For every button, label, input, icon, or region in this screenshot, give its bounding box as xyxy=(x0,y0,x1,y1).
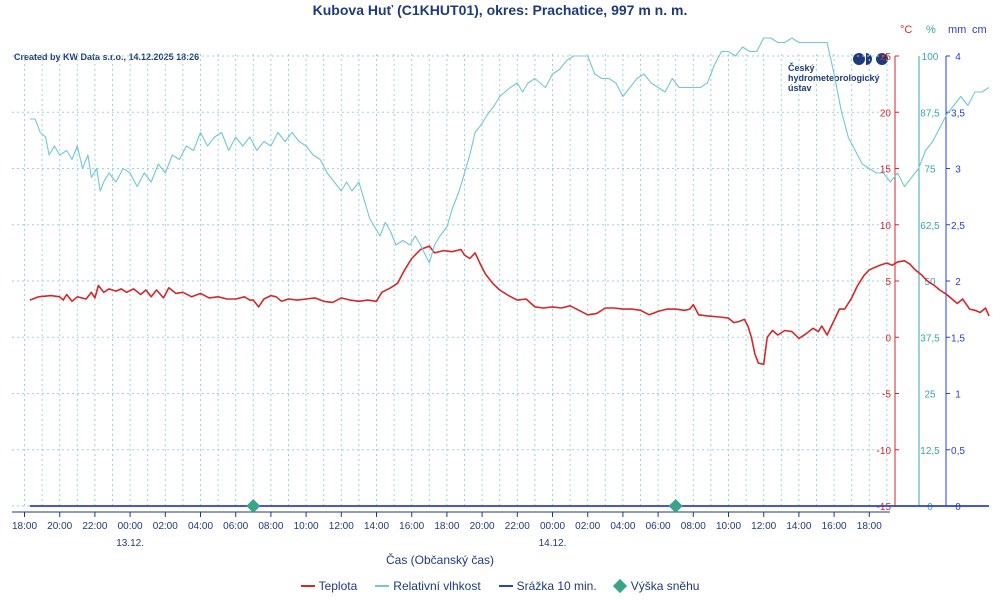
temp-tick-label: 15 xyxy=(880,165,892,176)
logo-line-3: ústav xyxy=(788,83,812,93)
legend-label: Relativní vlhkost xyxy=(393,579,481,593)
x-tick-label: 10:00 xyxy=(294,521,319,532)
humidity-line xyxy=(29,37,990,264)
humidity-tick-label: 100 xyxy=(922,52,939,63)
x-tick-label: 06:00 xyxy=(646,521,671,532)
humidity-tick-label: 37,5 xyxy=(920,333,940,344)
precip-tick-label: 3,5 xyxy=(951,108,965,119)
precip-tick-label: 1 xyxy=(955,390,961,401)
legend-item-precipitation: Srážka 10 min. xyxy=(498,579,597,593)
precip-tick-label: 0 xyxy=(955,502,961,513)
x-tick-label: 08:00 xyxy=(681,521,706,532)
x-tick-label: 02:00 xyxy=(153,521,178,532)
x-tick-label: 04:00 xyxy=(188,521,213,532)
legend-swatch xyxy=(375,585,390,587)
legend: Teplota Relativní vlhkost Srážka 10 min.… xyxy=(0,578,1000,594)
created-by-note: Created by KW Data s.r.o., 14.12.2025 18… xyxy=(14,52,200,62)
precip-tick-label: 3 xyxy=(955,165,961,176)
legend-label: Výška sněhu xyxy=(630,579,700,593)
legend-item-humidity: Relativní vlhkost xyxy=(375,579,481,593)
x-tick-label: 18:00 xyxy=(857,521,882,532)
humidity-tick-label: 87,5 xyxy=(920,108,940,119)
humidity-tick-label: 75 xyxy=(924,165,936,176)
precip-tick-label: 0,5 xyxy=(951,446,965,457)
precip-tick-label: 1,5 xyxy=(951,333,965,344)
x-tick-label: 00:00 xyxy=(118,521,143,532)
snow-unit-label: cm xyxy=(972,24,987,36)
x-date-label: 13.12. xyxy=(116,538,144,549)
temp-tick-label: -15 xyxy=(877,502,892,513)
legend-swatch xyxy=(498,585,513,587)
x-tick-label: 22:00 xyxy=(82,521,107,532)
legend-item-snow: Výška sněhu xyxy=(612,578,700,594)
humidity-tick-label: 12,5 xyxy=(920,446,940,457)
x-tick-label: 22:00 xyxy=(505,521,530,532)
humidity-unit-label: % xyxy=(926,24,936,36)
logo-line-1: Český xyxy=(788,63,815,73)
precip-tick-label: 2 xyxy=(955,277,961,288)
legend-item-temperature: Teplota xyxy=(300,579,358,593)
x-tick-label: 12:00 xyxy=(751,521,776,532)
x-date-label: 14.12. xyxy=(539,538,567,549)
x-tick-label: 16:00 xyxy=(822,521,847,532)
temp-tick-label: -10 xyxy=(877,446,892,457)
x-tick-label: 02:00 xyxy=(575,521,600,532)
legend-label: Srážka 10 min. xyxy=(516,579,597,593)
x-tick-label: 14:00 xyxy=(364,521,389,532)
x-tick-label: 20:00 xyxy=(470,521,495,532)
x-tick-label: 14:00 xyxy=(786,521,811,532)
snow-depth-marker xyxy=(246,499,261,513)
x-tick-label: 04:00 xyxy=(610,521,635,532)
temp-tick-label: 10 xyxy=(880,221,892,232)
chmi-logo-text: Český hydrometeorologický ústav xyxy=(788,63,880,93)
x-tick-label: 12:00 xyxy=(329,521,354,532)
snow-depth-marker xyxy=(668,499,683,513)
chart-title: Kubova Huť (C1KHUT01), okres: Prachatice… xyxy=(312,2,688,18)
x-tick-label: 18:00 xyxy=(12,521,37,532)
humidity-tick-label: 25 xyxy=(924,390,936,401)
x-tick-label: 08:00 xyxy=(258,521,283,532)
temp-tick-label: 0 xyxy=(885,333,891,344)
x-tick-label: 16:00 xyxy=(399,521,424,532)
x-axis-label: Čas (Občanský čas) xyxy=(385,553,495,567)
legend-swatch xyxy=(300,585,315,587)
precip-tick-label: 4 xyxy=(955,52,961,63)
precip-unit-label: mm xyxy=(948,24,967,36)
legend-label: Teplota xyxy=(318,579,358,593)
temp-tick-label: 5 xyxy=(885,277,891,288)
x-tick-label: 10:00 xyxy=(716,521,741,532)
temp-tick-label: 25 xyxy=(880,52,892,63)
temp-tick-label: -5 xyxy=(882,390,891,401)
x-tick-label: 20:00 xyxy=(47,521,72,532)
x-tick-label: 06:00 xyxy=(223,521,248,532)
humidity-tick-label: 62,5 xyxy=(920,221,940,232)
precip-tick-label: 2,5 xyxy=(951,221,965,232)
temperature-line xyxy=(29,245,990,366)
temp-tick-label: 20 xyxy=(880,108,892,119)
x-tick-label: 18:00 xyxy=(434,521,459,532)
x-tick-label: 00:00 xyxy=(540,521,565,532)
logo-line-2: hydrometeorologický xyxy=(788,73,880,83)
humidity-tick-label: 0 xyxy=(927,502,933,513)
temp-unit-label: °C xyxy=(900,24,913,36)
legend-swatch xyxy=(612,578,627,594)
